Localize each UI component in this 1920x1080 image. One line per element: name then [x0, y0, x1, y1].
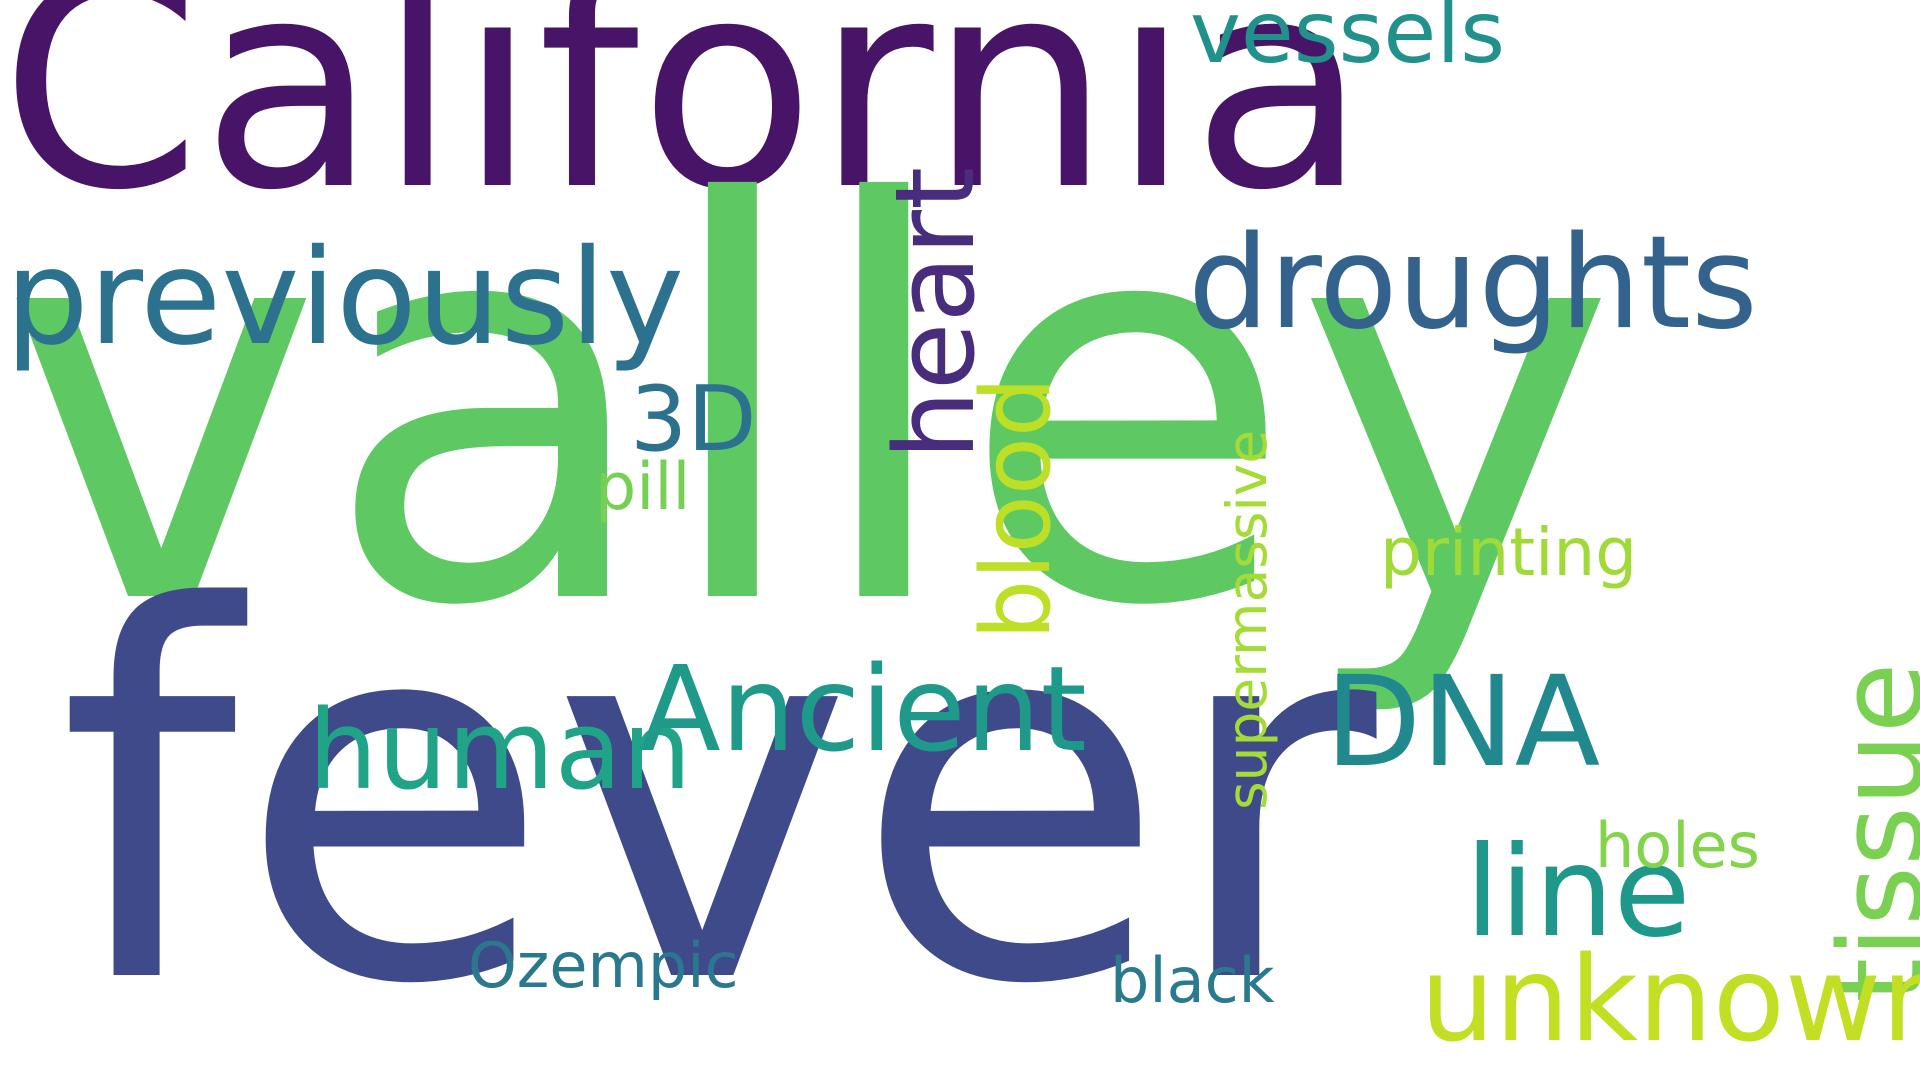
word-holes: holes: [1595, 809, 1760, 882]
word-previously: previously: [5, 221, 685, 375]
word-vessels: vessels: [1190, 0, 1506, 83]
word-line: line: [1465, 820, 1691, 965]
word-droughts: droughts: [1188, 209, 1758, 358]
word-printing: printing: [1380, 514, 1638, 591]
word-dna: DNA: [1325, 650, 1601, 795]
word-valley: valley: [0, 90, 1618, 725]
word-supermassive: supermassive: [1215, 429, 1279, 810]
word-california: California: [0, 0, 1368, 253]
word-pill: pill: [595, 450, 691, 525]
word-ozempic: Ozempic: [468, 929, 739, 1002]
word-unknown: unknown: [1420, 930, 1920, 1068]
word-3d: 3D: [630, 367, 757, 472]
word-ancient: Ancient: [640, 640, 1087, 778]
word-fever: fever: [58, 503, 1377, 1080]
word-blood: blood: [962, 376, 1072, 640]
word-human: human: [308, 686, 692, 814]
word-black: black: [1110, 944, 1275, 1017]
